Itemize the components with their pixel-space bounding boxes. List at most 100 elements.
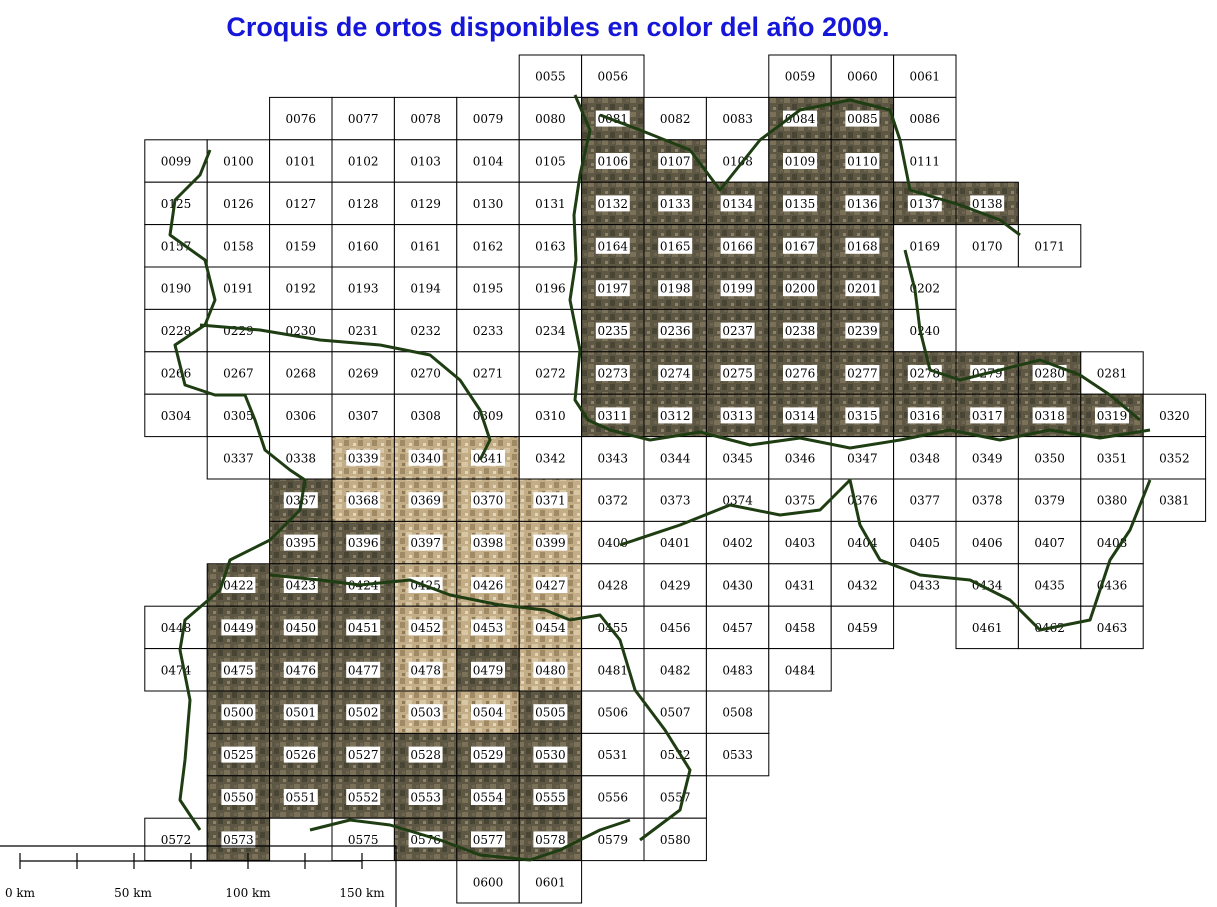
sheet-label-box (845, 110, 880, 127)
sheet-label-box (346, 789, 381, 805)
sheet-0475: 0475 (206, 648, 271, 692)
sheet-number: 0532 (660, 748, 691, 762)
sheet-0528: 0528 (393, 732, 458, 777)
sheet-number: 0137 (910, 197, 941, 211)
scale-bar: 0 km 50 km 100 km 150 km (0, 845, 397, 907)
sheet-cell (581, 690, 645, 734)
sheet-0084: 0084 (768, 96, 832, 141)
sheet-cell (393, 351, 458, 395)
sheet-label-box (595, 322, 630, 339)
sheet-label-box (221, 831, 256, 848)
sheet-number: 0601 (535, 875, 566, 889)
sheet-0368: 0368 (331, 478, 395, 522)
sheet-cell (893, 520, 957, 565)
sheet-number: 0345 (722, 451, 753, 465)
sheet-0059: 0059 (768, 54, 832, 98)
sheet-number: 0399 (535, 536, 566, 550)
sheet-number: 0231 (348, 324, 379, 338)
sheet-0138: 0138 (955, 181, 1019, 226)
sheet-number: 0428 (598, 579, 629, 593)
sheet-cell (581, 520, 645, 565)
sheet-0109: 0109 (768, 139, 832, 183)
sheet-0556: 0556 (581, 775, 645, 819)
sheet-number: 0340 (410, 451, 441, 465)
sheet-number: 0308 (410, 409, 441, 423)
sheet-number: 0529 (473, 748, 504, 762)
sheet-cell (705, 139, 770, 183)
sheet-label-box (346, 619, 381, 636)
sheet-number: 0195 (473, 282, 504, 296)
sheet-0525: 0525 (206, 732, 271, 777)
sheet-0308: 0308 (393, 393, 458, 438)
sheet-0132: 0132 (581, 181, 645, 226)
sheet-number: 0426 (473, 579, 504, 593)
sheet-number: 0170 (972, 239, 1003, 253)
sheet-number: 0450 (286, 621, 317, 635)
sheet-cell (581, 775, 645, 819)
sheet-number: 0371 (535, 494, 566, 508)
sheet-0381: 0381 (1142, 478, 1207, 522)
sheet-label-box (907, 365, 942, 381)
sheet-number: 0396 (348, 536, 379, 550)
sheet-label-box (845, 365, 880, 381)
sheet-number: 0110 (847, 155, 878, 169)
sheet-number: 0307 (348, 409, 379, 423)
sheet-label-box (283, 619, 318, 636)
sheet-cell (144, 648, 208, 692)
sheet-number: 0193 (348, 282, 379, 296)
sheet-0275: 0275 (705, 351, 770, 395)
sheet-number: 0132 (598, 197, 629, 211)
sheet-label-box (408, 449, 443, 466)
sheet-number: 0504 (473, 706, 504, 720)
sheet-number: 0506 (598, 706, 629, 720)
sheet-0272: 0272 (518, 351, 583, 395)
sheet-cell (705, 96, 770, 141)
sheet-0395: 0395 (269, 520, 333, 565)
scale-ticks (19, 853, 363, 869)
sheet-0269: 0269 (331, 351, 395, 395)
sheet-number: 0130 (473, 197, 504, 211)
sheet-label-box (845, 280, 880, 297)
sheet-number: 0403 (785, 536, 816, 550)
sheet-label-box (533, 704, 568, 721)
sheet-cell (393, 393, 458, 438)
sheet-number: 0480 (535, 663, 566, 677)
sheet-0427: 0427 (518, 563, 583, 607)
sheet-cell (518, 860, 583, 904)
sheet-0314: 0314 (768, 393, 832, 438)
sheet-number: 0555 (535, 791, 566, 805)
sheet-0165: 0165 (643, 224, 707, 268)
sheet-0553: 0553 (393, 775, 458, 819)
sheet-number: 0270 (410, 367, 441, 381)
sheet-cell (1080, 563, 1144, 607)
sheet-number: 0169 (910, 239, 941, 253)
sheet-cell (830, 605, 895, 650)
sheet-0369: 0369 (393, 478, 458, 522)
sheet-label-box (471, 577, 505, 593)
sheet-number: 0479 (473, 663, 504, 677)
sheet-cell (643, 817, 707, 862)
sheet-0135: 0135 (768, 181, 832, 226)
scale-label-0: 0 km (5, 886, 36, 900)
sheet-label-box (408, 746, 443, 763)
sheet-number: 0475 (223, 663, 254, 677)
sheet-number: 0126 (223, 197, 254, 211)
sheet-cell (643, 478, 707, 522)
sheet-number: 0580 (660, 833, 691, 847)
sheet-cell (1017, 563, 1082, 607)
sheet-cell (331, 181, 395, 226)
sheet-0320: 0320 (1142, 393, 1207, 438)
sheet-cell (955, 605, 1019, 650)
sheet-number: 0481 (598, 663, 629, 677)
sheet-cell (1142, 393, 1207, 438)
sheet-label-box (221, 789, 256, 805)
sheet-label-box (221, 746, 256, 763)
sheet-number: 0552 (348, 791, 379, 805)
sheet-label-box (595, 365, 630, 381)
sheet-label-box (471, 704, 505, 721)
sheet-0400: 0400 (581, 520, 645, 565)
sheet-number: 0079 (473, 112, 504, 126)
sheet-cell (206, 139, 271, 183)
sheet-cell (1142, 478, 1207, 522)
sheet-label-box (283, 789, 318, 805)
